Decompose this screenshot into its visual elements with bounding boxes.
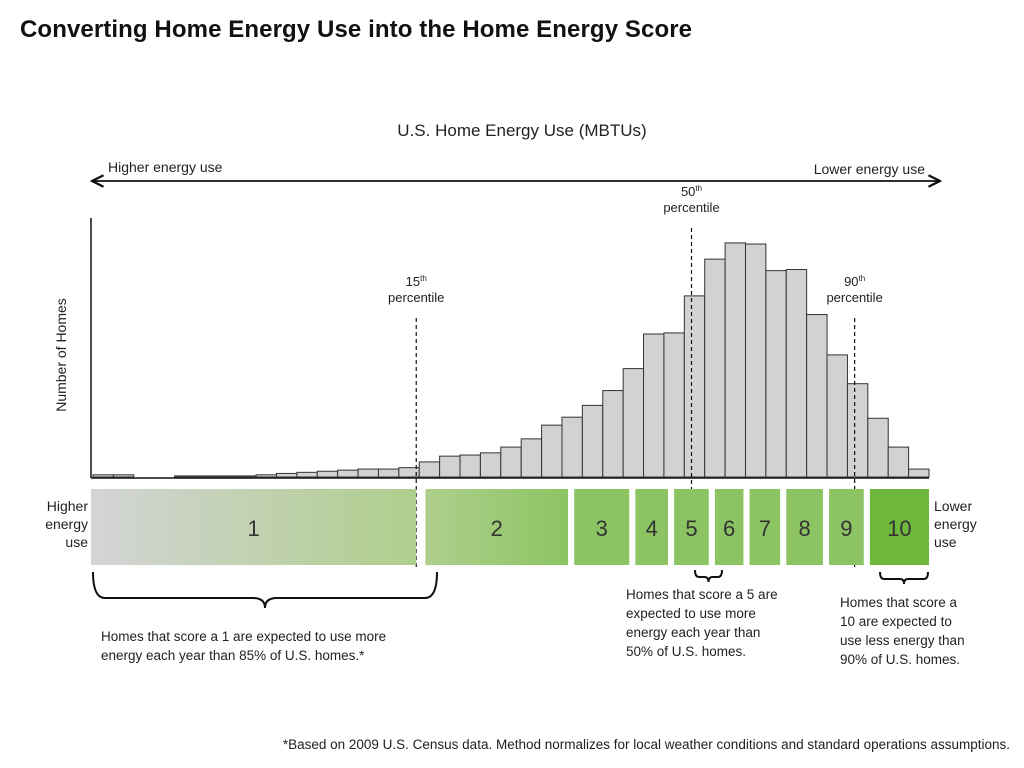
- histogram-bars: [92, 242, 930, 478]
- score-number: 3: [596, 516, 608, 541]
- percentile-label: percentile: [388, 290, 444, 305]
- histogram-bar: [581, 404, 604, 478]
- scale-right-label-line: energy: [934, 516, 977, 532]
- histogram-bar: [602, 390, 624, 478]
- histogram-bar: [643, 333, 665, 478]
- percentile-number: 50th: [681, 184, 702, 199]
- histogram-bar: [663, 332, 685, 478]
- score-segment-10: 10: [869, 489, 929, 565]
- score-segment-box: [674, 489, 709, 565]
- histogram-bar: [174, 475, 196, 478]
- percentile-number: 15th: [406, 274, 427, 289]
- histogram-bar: [765, 270, 787, 478]
- score-scale: 1 2 3 4 5 6 7 8 9 10 Higher energy use Lower energy use: [45, 489, 977, 565]
- histogram-bar: [255, 474, 278, 478]
- histogram-bar: [276, 472, 298, 478]
- histogram-bar: [214, 475, 237, 478]
- histogram-bar: [724, 242, 746, 478]
- score-number: 7: [759, 516, 771, 541]
- score-segment-7: 7: [749, 489, 781, 565]
- histogram-bar: [744, 243, 767, 478]
- percentile-markers: 15thpercentile50thpercentile90thpercenti…: [388, 184, 883, 568]
- brace: [92, 571, 438, 609]
- score-segment-8: 8: [786, 489, 823, 565]
- score-segment-box: [425, 489, 569, 565]
- histogram-bar: [683, 295, 706, 478]
- lower-energy-use-label: Lower energy use: [814, 161, 926, 177]
- score-segment-box: [829, 489, 864, 565]
- score-number: 4: [646, 516, 658, 541]
- histogram-bar: [316, 470, 339, 478]
- scale-right-label-line: use: [934, 534, 957, 550]
- percentile-label: percentile: [663, 200, 719, 215]
- histogram-bar: [622, 368, 645, 478]
- histogram-bar: [439, 455, 461, 478]
- score-segment-box: [869, 489, 929, 565]
- score-number: 2: [491, 516, 503, 541]
- histogram-bar: [194, 475, 216, 478]
- score-annotations: Homes that score a 1 are expected to use…: [92, 569, 965, 667]
- score-number: 6: [723, 516, 735, 541]
- scale-left-label-line: energy: [45, 516, 88, 532]
- score-number: 8: [798, 516, 810, 541]
- histogram-bar: [459, 454, 481, 478]
- histogram-bar: [377, 468, 400, 478]
- chart-title: U.S. Home Energy Use (MBTUs): [397, 121, 646, 140]
- histogram-bar: [500, 446, 522, 478]
- scale-left-label-line: Higher: [47, 498, 89, 514]
- footnote: *Based on 2009 U.S. Census data. Method …: [282, 737, 1010, 752]
- annotation-score1: Homes that score a 1 are expected to use…: [101, 629, 386, 663]
- page-title: Converting Home Energy Use into the Home…: [20, 16, 693, 43]
- higher-energy-use-label: Higher energy use: [108, 159, 223, 175]
- histogram-bar: [520, 438, 543, 478]
- brace: [694, 569, 723, 583]
- brace: [879, 571, 929, 585]
- histogram-bar: [887, 446, 910, 478]
- histogram-bar: [418, 461, 441, 478]
- histogram-bar: [704, 258, 726, 478]
- histogram-bar: [908, 468, 930, 478]
- score-segment-3: 3: [574, 489, 630, 565]
- score-segment-5: 5: [674, 489, 709, 565]
- score-segment-1: 1: [91, 489, 417, 565]
- score-number: 1: [247, 516, 259, 541]
- score-segment-6: 6: [714, 489, 744, 565]
- score-segment-box: [635, 489, 668, 565]
- y-axis-label: Number of Homes: [53, 298, 69, 412]
- annotation-score5: Homes that score a 5 are expected to use …: [626, 587, 778, 659]
- histogram-bar: [337, 469, 359, 478]
- score-segment-box: [749, 489, 781, 565]
- percentile-number: 90th: [844, 274, 865, 289]
- score-segment-box: [574, 489, 630, 565]
- histogram-bar: [561, 416, 583, 478]
- histogram-bar: [112, 474, 135, 478]
- histogram-bar: [541, 424, 563, 478]
- score-number: 9: [840, 516, 852, 541]
- score-segment-box: [91, 489, 417, 565]
- histogram-bar: [357, 468, 379, 478]
- histogram-bar: [826, 354, 848, 478]
- scale-left-label-line: use: [65, 534, 88, 550]
- histogram-bar: [296, 471, 318, 478]
- score-segment-4: 4: [635, 489, 668, 565]
- annotation-score10: Homes that score a 10 are expected to use …: [840, 595, 965, 667]
- score-number: 5: [685, 516, 697, 541]
- score-segment-box: [786, 489, 823, 565]
- score-number: 10: [887, 516, 911, 541]
- histogram-bar: [92, 474, 114, 478]
- percentile-label: percentile: [826, 290, 882, 305]
- score-segment-2: 2: [425, 489, 569, 565]
- score-segment-box: [714, 489, 744, 565]
- histogram-bar: [785, 269, 808, 478]
- score-segment-9: 9: [829, 489, 864, 565]
- histogram-bar: [235, 475, 257, 478]
- histogram-bar: [846, 383, 869, 478]
- histogram-bar: [479, 452, 502, 478]
- histogram-bar: [806, 314, 828, 478]
- scale-right-label-line: Lower: [934, 498, 972, 514]
- histogram-bar: [867, 417, 889, 478]
